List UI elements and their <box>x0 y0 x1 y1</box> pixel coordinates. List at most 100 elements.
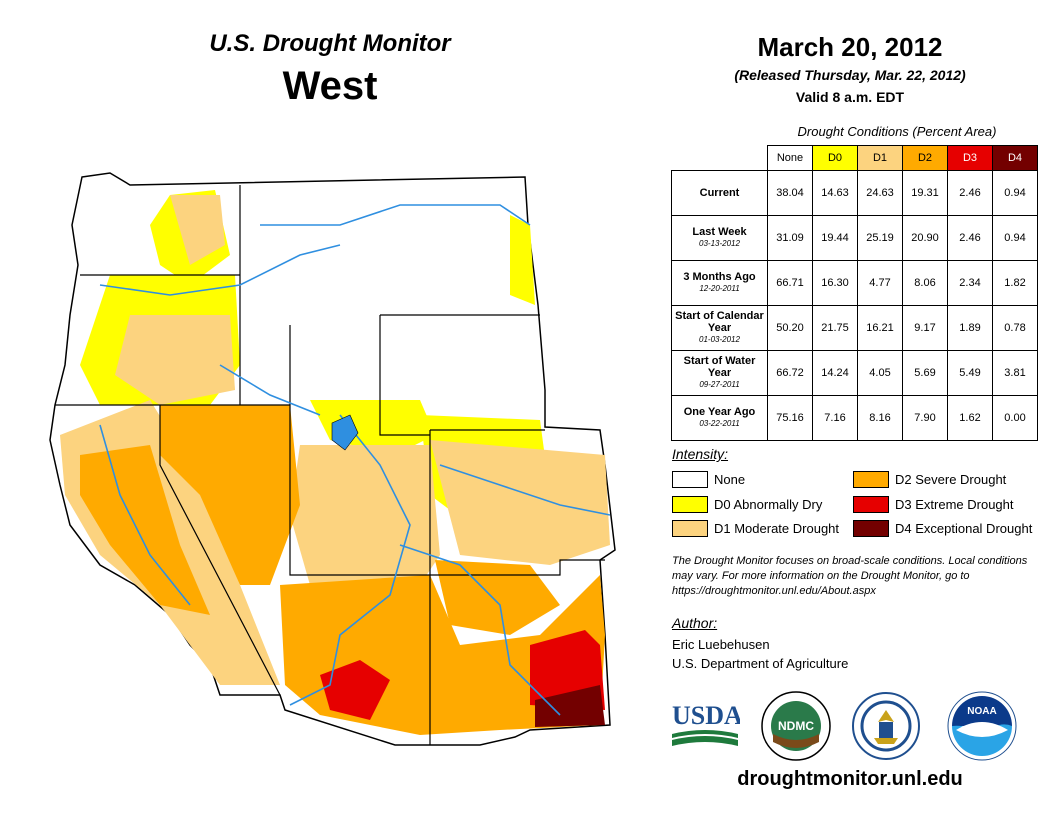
state-boundaries <box>55 185 605 745</box>
legend-label: D0 Abnormally Dry <box>714 497 823 512</box>
row-label-text: Start of Water Year <box>683 355 756 379</box>
table-cell: 2.34 <box>947 260 993 306</box>
table-row: One Year Ago 03-22-2011 75.16 7.16 8.16 7.90 1… <box>671 395 1038 441</box>
table-cell: 3.81 <box>992 350 1038 396</box>
column-header: D2 <box>902 145 948 171</box>
d1-area-idaho <box>170 195 225 265</box>
row-label-text: Last Week <box>692 226 747 238</box>
table-cell: 0.94 <box>992 170 1038 216</box>
legend-label: D2 Severe Drought <box>895 472 1007 487</box>
legend-swatch <box>672 471 708 488</box>
table-cell: 1.89 <box>947 305 993 351</box>
release-date: (Released Thursday, Mar. 22, 2012) <box>734 67 966 83</box>
legend-label: D4 Exceptional Drought <box>895 521 1033 536</box>
legend-title: Intensity: <box>672 446 729 462</box>
product-title: U.S. Drought Monitor <box>209 30 451 57</box>
table-cell: 0.78 <box>992 305 1038 351</box>
table-row: Start of Calendar Year 01-03-2012 50.20 21.… <box>671 305 1038 351</box>
author-organization: U.S. Department of Agriculture <box>672 656 849 671</box>
legend-item-d1: D1 Moderate Drought <box>672 520 839 537</box>
legend-swatch <box>853 520 889 537</box>
table-cell: 14.24 <box>812 350 858 396</box>
row-date: 12-20-2011 <box>699 284 740 293</box>
table-cell: 4.05 <box>857 350 903 396</box>
table-cell: 8.16 <box>857 395 903 441</box>
row-label: Start of Calendar Year 01-03-2012 <box>671 305 768 351</box>
table-cell: 16.30 <box>812 260 858 306</box>
table-header-row: None D0 D1 D2 D3 D4 <box>672 145 1038 171</box>
legend-item-d2: D2 Severe Drought <box>853 471 1006 488</box>
row-date: 03-13-2012 <box>699 239 740 248</box>
table-cell: 24.63 <box>857 170 903 216</box>
d2-area-nevada <box>160 405 300 585</box>
d1-area-utah <box>290 445 440 585</box>
table-cell: 1.62 <box>947 395 993 441</box>
row-date: 01-03-2012 <box>699 335 740 344</box>
row-label: Current <box>671 170 768 216</box>
row-label: One Year Ago 03-22-2011 <box>671 395 768 441</box>
row-date: 09-27-2011 <box>699 380 740 389</box>
usda-logo: USDA <box>672 701 740 746</box>
table-cell: 2.46 <box>947 170 993 216</box>
legend-label: D1 Moderate Drought <box>714 521 840 536</box>
table-row: Start of Water Year 09-27-2011 66.72 14.24 4… <box>671 350 1038 396</box>
table-cell: 7.90 <box>902 395 948 441</box>
table-cell: 0.94 <box>992 215 1038 261</box>
table-cell: 1.82 <box>992 260 1038 306</box>
d3-area-arizona <box>320 660 390 720</box>
table-row: Current 38.04 14.63 24.63 19.31 2.46 0.94 <box>671 170 1038 216</box>
valid-time: Valid 8 a.m. EDT <box>795 89 905 105</box>
drought-conditions-table: None D0 D1 D2 D3 D4 Current 38.04 14.63 24.… <box>671 145 1038 441</box>
d2-area-new-mexico <box>435 560 560 635</box>
row-label: Last Week 03-13-2012 <box>671 215 768 261</box>
legend-swatch <box>672 520 708 537</box>
table-cell: 25.19 <box>857 215 903 261</box>
drought-map <box>49 172 616 746</box>
d2-area-california <box>80 445 210 615</box>
row-date: 03-22-2011 <box>699 419 740 428</box>
ndmc-logo: NDMC <box>761 691 831 761</box>
table-cell: 8.06 <box>902 260 948 306</box>
legend-item-d0: D0 Abnormally Dry <box>672 496 822 513</box>
table-corner <box>672 146 768 171</box>
d4-area-texas <box>535 685 605 727</box>
table-cell: 5.69 <box>902 350 948 396</box>
author-heading: Author: <box>672 615 718 631</box>
author-name: Eric Luebehusen <box>672 637 770 652</box>
table-cell: 5.49 <box>947 350 993 396</box>
table-cell: 4.77 <box>857 260 903 306</box>
column-header: D4 <box>992 145 1038 171</box>
region-title: West <box>282 64 378 108</box>
table-cell: 66.71 <box>767 260 813 306</box>
usda-logo-text: USDA <box>672 701 740 730</box>
noaa-logo-text: NOAA <box>967 706 996 717</box>
table-cell: 75.16 <box>767 395 813 441</box>
table-cell: 21.75 <box>812 305 858 351</box>
legend-label: None <box>714 472 746 487</box>
rivers <box>99 204 611 716</box>
row-label-text: Current <box>699 187 740 199</box>
table-row: 3 Months Ago 12-20-2011 66.71 16.30 4.77 8.06… <box>671 260 1038 306</box>
d1-area-colorado <box>430 440 610 565</box>
table-cell: 9.17 <box>902 305 948 351</box>
column-header: D3 <box>947 145 993 171</box>
column-header: D1 <box>857 145 903 171</box>
column-header: None <box>767 145 813 171</box>
legend-swatch <box>672 496 708 513</box>
table-cell: 19.31 <box>902 170 948 216</box>
row-label: 3 Months Ago 12-20-2011 <box>671 260 768 306</box>
legend-item-d4: D4 Exceptional Drought <box>853 520 1032 537</box>
row-label-text: Start of Calendar Year <box>675 310 764 334</box>
table-cell: 38.04 <box>767 170 813 216</box>
great-salt-lake <box>331 414 359 451</box>
site-url: droughtmonitor.unl.edu <box>737 768 963 790</box>
d0-area-montana-east <box>510 215 535 305</box>
table-cell: 2.46 <box>947 215 993 261</box>
table-cell: 66.72 <box>767 350 813 396</box>
legend-label: D3 Extreme Drought <box>895 497 1014 512</box>
table-caption: Drought Conditions (Percent Area) <box>797 124 997 139</box>
map-date: March 20, 2012 <box>757 32 943 62</box>
table-cell: 16.21 <box>857 305 903 351</box>
table-cell: 50.20 <box>767 305 813 351</box>
table-cell: 0.00 <box>992 395 1038 441</box>
